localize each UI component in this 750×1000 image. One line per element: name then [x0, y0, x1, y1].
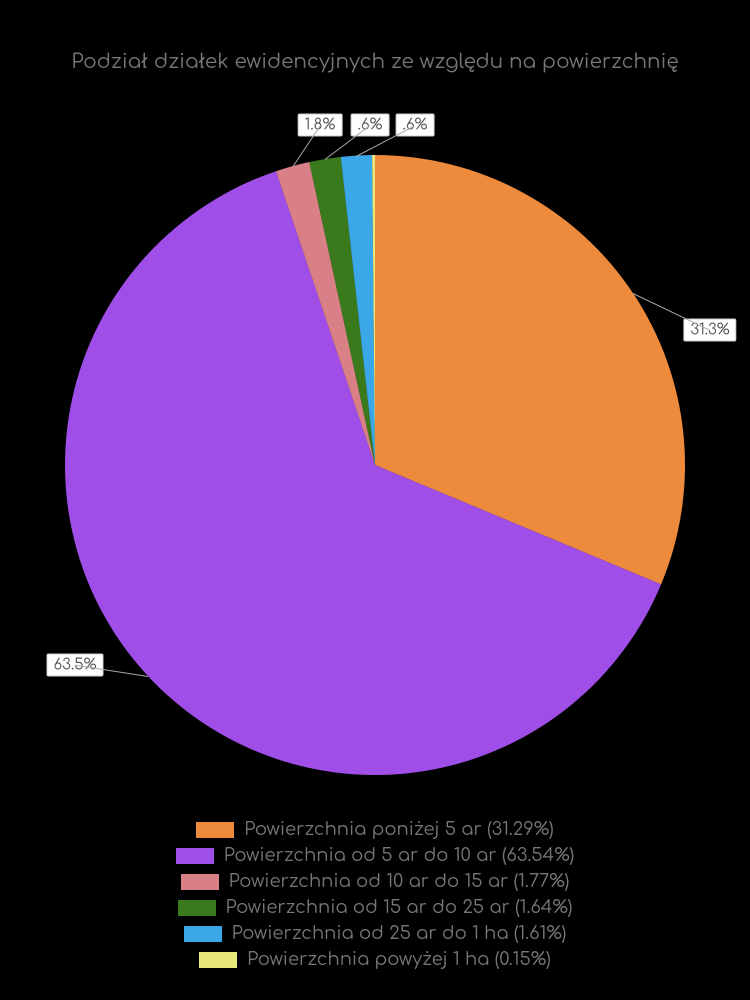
legend-swatch	[176, 848, 214, 864]
legend-item: Powierzchnia powyżej 1 ha (0.15%)	[199, 950, 551, 970]
legend-label: Powierzchnia od 5 ar do 10 ar (63.54%)	[224, 846, 575, 866]
legend-item: Powierzchnia od 25 ar do 1 ha (1.61%)	[184, 924, 567, 944]
legend-item: Powierzchnia poniżej 5 ar (31.29%)	[196, 820, 554, 840]
legend-label: Powierzchnia od 10 ar do 15 ar (1.77%)	[229, 872, 570, 892]
chart-title: Podział działek ewidencyjnych ze względu…	[0, 50, 750, 73]
legend-label: Powierzchnia powyżej 1 ha (0.15%)	[247, 950, 551, 970]
legend-label: Powierzchnia poniżej 5 ar (31.29%)	[244, 820, 554, 840]
legend-label: Powierzchnia od 25 ar do 1 ha (1.61%)	[232, 924, 567, 944]
legend-item: Powierzchnia od 5 ar do 10 ar (63.54%)	[176, 846, 575, 866]
legend-item: Powierzchnia od 15 ar do 25 ar (1.64%)	[178, 898, 573, 918]
legend-swatch	[178, 900, 216, 916]
pie-chart: 31.3%63.5%1.8%.6%.6%	[50, 140, 700, 790]
legend-item: Powierzchnia od 10 ar do 15 ar (1.77%)	[181, 872, 570, 892]
legend: Powierzchnia poniżej 5 ar (31.29%) Powier…	[0, 820, 750, 970]
legend-swatch	[196, 822, 234, 838]
legend-swatch	[181, 874, 219, 890]
legend-swatch	[199, 952, 237, 968]
legend-label: Powierzchnia od 15 ar do 25 ar (1.64%)	[226, 898, 573, 918]
pie-svg	[50, 140, 700, 790]
legend-swatch	[184, 926, 222, 942]
